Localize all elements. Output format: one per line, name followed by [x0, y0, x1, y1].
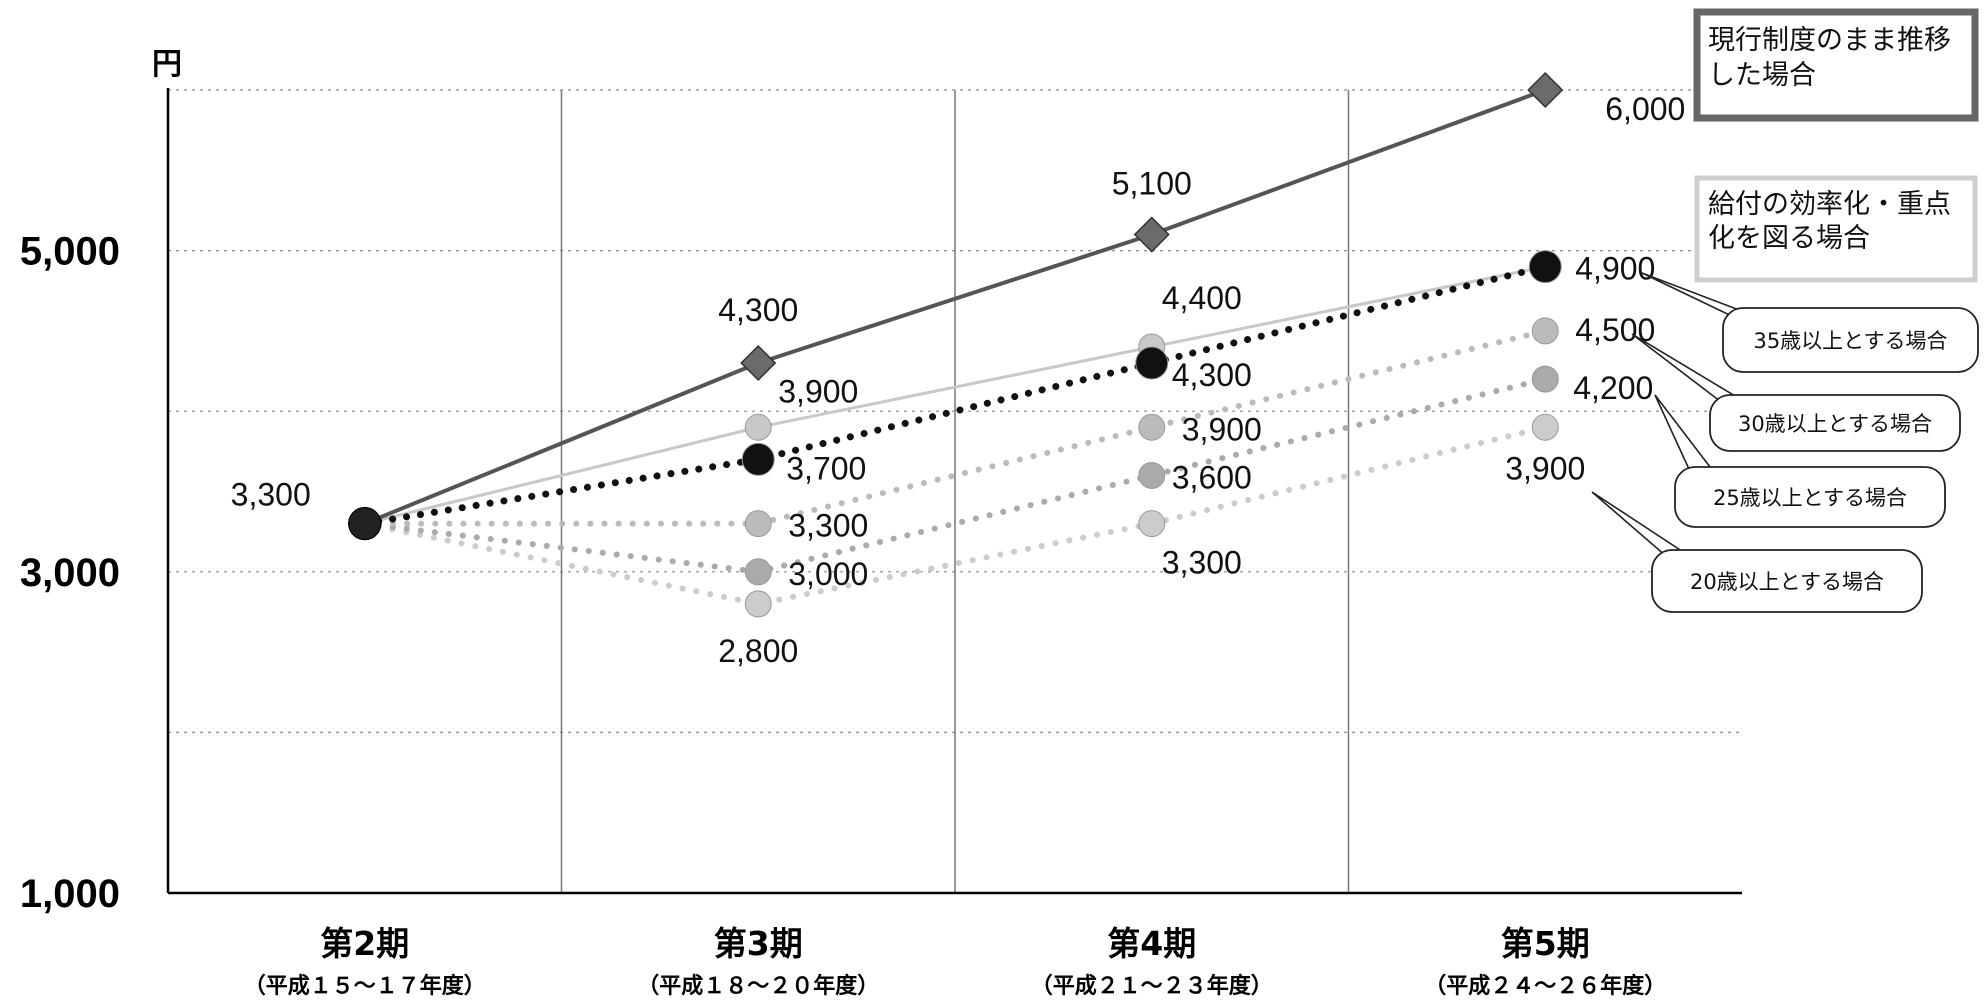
- data-label: 4,300: [1172, 357, 1252, 393]
- legend-text-efficiency-2: 化を図る場合: [1708, 223, 1870, 254]
- callout-bubble: [1709, 394, 1961, 452]
- series-layer: [348, 71, 1564, 618]
- x-category-label: 第2期: [320, 924, 409, 963]
- y-tick-label: 1,000: [20, 872, 120, 916]
- legend-box-efficiency: [1694, 175, 1978, 283]
- series-marker-circle: [744, 558, 772, 586]
- series-marker-circle: [1138, 413, 1166, 441]
- data-label: 3,900: [1505, 450, 1585, 486]
- series-marker-circle: [1531, 413, 1559, 441]
- data-label: 4,400: [1162, 280, 1242, 316]
- series-marker-circle: [741, 442, 775, 476]
- axes: 円 1,000 3,000 5,000 第2期 （平成１５～１７年度） 第3期 （平成１８～２…: [20, 47, 1742, 999]
- legend-box-current: [1693, 8, 1979, 122]
- data-label: 3,300: [1162, 545, 1242, 581]
- legend-text-efficiency: 給付の効率化・重点: [1708, 189, 1951, 220]
- x-category-sublabel: （平成１５～１７年度）: [244, 973, 486, 999]
- legend-text-current-2: した場合: [1708, 60, 1816, 91]
- data-label: 6,000: [1605, 91, 1685, 127]
- data-label: 2,800: [718, 633, 798, 669]
- series-line: [363, 88, 1546, 526]
- legend-text-current: 現行制度のまま推移: [1708, 25, 1951, 56]
- callout-text: 35歳以上とする場合: [1753, 329, 1947, 353]
- series-marker-diamond: [1527, 71, 1564, 109]
- series-marker-circle: [744, 590, 772, 618]
- series-marker-circle: [348, 507, 382, 541]
- x-category-label: 第3期: [714, 924, 803, 963]
- data-label: 3,300: [788, 508, 868, 544]
- series-marker-circle: [1531, 365, 1559, 393]
- x-category-label: 第4期: [1107, 924, 1196, 963]
- series-line: [361, 327, 1549, 527]
- data-label: 3,900: [778, 373, 858, 409]
- callouts: 35歳以上とする場合 30歳以上とする場合 25歳以上とする場合 20歳以上とする場合: [1591, 272, 1979, 613]
- series-line: [364, 265, 1546, 526]
- callout-text: 30歳以上とする場合: [1738, 412, 1932, 436]
- callout-bubble: [1722, 307, 1979, 373]
- data-label: 3,600: [1172, 459, 1252, 495]
- series-marker-diamond: [740, 344, 777, 382]
- data-label: 4,300: [718, 292, 798, 328]
- series-marker-circle: [1135, 346, 1169, 380]
- data-label: 5,100: [1112, 166, 1192, 202]
- series-line: [361, 376, 1549, 575]
- data-label: 4,200: [1573, 370, 1653, 406]
- series-marker-diamond: [1133, 216, 1170, 253]
- callout-text: 20歳以上とする場合: [1690, 570, 1884, 594]
- series-marker-circle: [1138, 461, 1166, 489]
- data-label: 4,900: [1575, 251, 1655, 287]
- x-category-sublabel: （平成２４～２６年度）: [1424, 973, 1666, 999]
- x-category-sublabel: （平成２１～２３年度）: [1031, 973, 1273, 999]
- series-marker-circle: [1531, 317, 1559, 345]
- data-label: 3,300: [231, 477, 311, 513]
- data-label: 3,700: [786, 450, 866, 486]
- series-marker-circle: [1138, 510, 1166, 538]
- callout-bubble: [1674, 466, 1946, 528]
- data-label: 3,000: [788, 556, 868, 592]
- callout-text: 25歳以上とする場合: [1713, 486, 1907, 510]
- series-marker-circle: [1528, 250, 1562, 284]
- x-category-label: 第5期: [1501, 924, 1590, 963]
- y-tick-label: 5,000: [20, 230, 120, 274]
- data-label: 3,900: [1182, 411, 1262, 447]
- data-labels: 3,300 4,300 5,100 6,000 3,900 4,400 3,700 4,300…: [231, 91, 1686, 669]
- series-marker-circle: [744, 413, 772, 441]
- series-line: [361, 263, 1549, 528]
- x-category-sublabel: （平成１８～２０年度）: [637, 973, 879, 999]
- grid-lines: [168, 89, 1742, 893]
- y-unit-label: 円: [152, 47, 182, 82]
- series-marker-circle: [744, 510, 772, 538]
- callout-bubble: [1651, 549, 1923, 613]
- y-tick-label: 3,000: [20, 551, 120, 595]
